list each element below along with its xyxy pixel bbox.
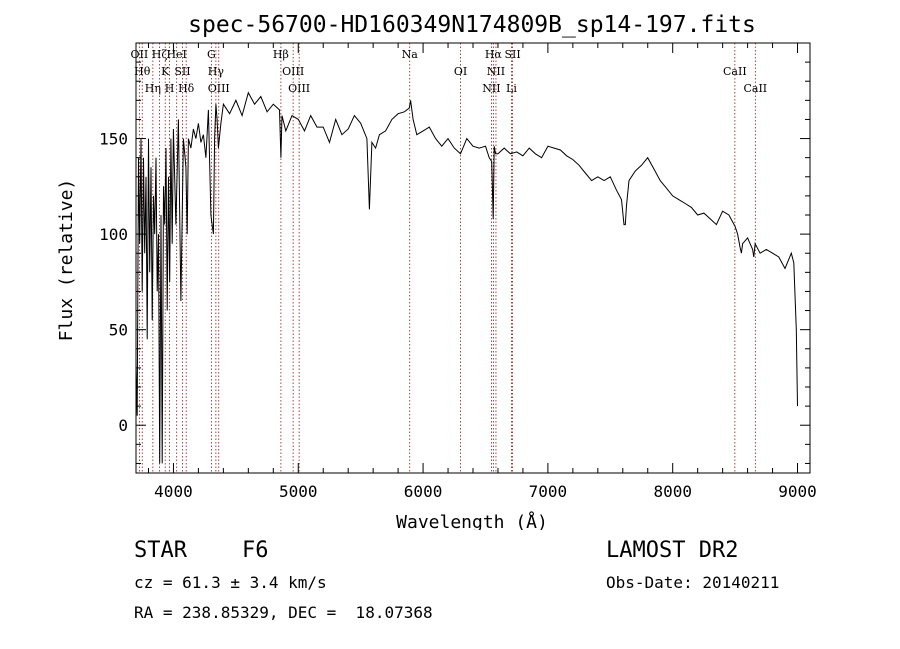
chart-title: spec-56700-HD160349N174809B_sp14-197.fit… (188, 12, 756, 38)
obs-date: Obs-Date: 20140211 (606, 573, 780, 592)
line-label: OIII (282, 65, 304, 78)
line-label: OII (131, 48, 149, 61)
line-label: OIII (208, 82, 230, 95)
line-label: G (207, 48, 216, 61)
line-label: OI (454, 65, 467, 78)
line-label: Hβ (273, 48, 289, 61)
spectral-line-markers (138, 43, 756, 473)
plot-frame (135, 42, 811, 474)
object-subclass: F6 (242, 538, 269, 563)
line-label: NII (487, 65, 505, 78)
line-label: H (165, 82, 175, 95)
line-label: NII (482, 82, 500, 95)
line-label: Hα (485, 48, 503, 61)
y-tick-label: 0 (118, 416, 128, 435)
x-axis-label: Wavelength (Å) (396, 511, 548, 530)
line-label: Na (402, 48, 419, 61)
line-label: CaII (743, 82, 767, 95)
spectrum-line (135, 91, 798, 464)
line-label: CaII (723, 65, 747, 78)
line-label: OIII (288, 82, 310, 95)
y-tick-label: 50 (109, 321, 128, 340)
axis-ticks: 4000 5000 6000 7000 8000 9000 0 50 100 150 (99, 42, 817, 501)
x-tick-label: 7000 (529, 482, 568, 501)
line-label: Hγ (208, 65, 225, 78)
x-tick-label: 6000 (404, 482, 443, 501)
survey-name: LAMOST DR2 (606, 538, 739, 563)
line-label: SII (504, 48, 520, 61)
y-tick-label: 100 (99, 225, 128, 244)
object-class: STAR (134, 538, 187, 563)
line-label: Li (506, 82, 517, 95)
spectrum-chart: spec-56700-HD160349N174809B_sp14-197.fit… (56, 12, 817, 530)
y-axis-label: Flux (relative) (56, 179, 77, 342)
line-label: K (161, 65, 170, 78)
y-tick-label: 150 (99, 130, 128, 149)
line-label: Hθ (134, 65, 151, 78)
line-label: HeI (166, 48, 186, 61)
x-tick-label: 5000 (279, 482, 318, 501)
line-label: Hη (145, 82, 161, 95)
line-label: Hζ (152, 48, 168, 61)
ra-dec: RA = 238.85329, DEC = 18.07368 (134, 603, 433, 622)
line-label: SII (174, 65, 190, 78)
redshift-cz: cz = 61.3 ± 3.4 km/s (134, 573, 327, 592)
line-label: Hδ (178, 82, 195, 95)
spectral-line-labels: OII Hθ Hη Hζ KH HeI SII Hδ G Hγ OIII Hβ OIII OIII Na OI… (131, 48, 768, 95)
x-tick-label: 9000 (778, 482, 817, 501)
x-tick-label: 4000 (154, 482, 193, 501)
x-tick-label: 8000 (653, 482, 692, 501)
